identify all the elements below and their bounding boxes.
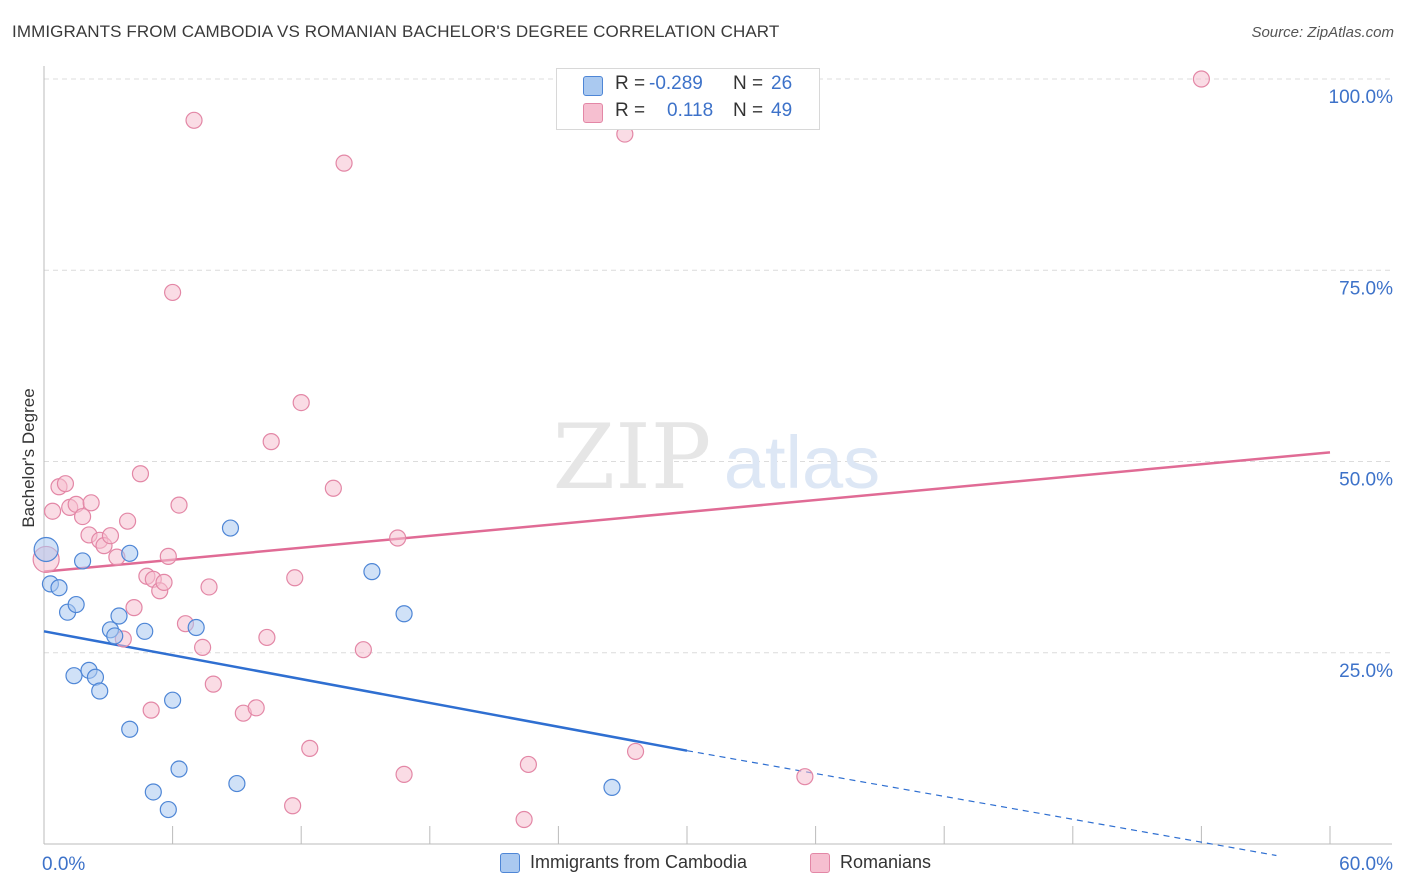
romanians-point <box>170 496 188 514</box>
y-tick-label: 50.0% <box>1339 470 1393 491</box>
x-tick-label: 0.0% <box>42 854 85 875</box>
chart-title: IMMIGRANTS FROM CAMBODIA VS ROMANIAN BAC… <box>12 22 780 41</box>
cambodia-point <box>395 605 413 623</box>
cambodia-point <box>33 536 59 563</box>
cambodia-trend-extension <box>686 750 1277 857</box>
cambodia-point <box>221 519 240 537</box>
romanians-point <box>185 111 203 129</box>
grid-lines <box>44 78 1392 654</box>
trend-lines <box>43 451 1331 857</box>
romanians-point <box>204 675 222 693</box>
romanians-point <box>626 742 645 761</box>
romanians-point <box>159 547 177 565</box>
romanians-point <box>796 768 814 786</box>
cambodia-point <box>91 682 109 700</box>
cambodia-point <box>136 622 154 640</box>
cambodia-point <box>144 783 162 801</box>
y-tick-label: 100.0% <box>1329 87 1394 108</box>
romanians-point <box>82 494 100 512</box>
romanians-point <box>1192 70 1211 88</box>
legend-swatch-romanians <box>810 852 830 873</box>
cambodia-point <box>106 627 124 645</box>
n-label: N = <box>733 73 764 94</box>
legend-label-romanians: Romanians <box>840 852 932 872</box>
x-tick-label: 60.0% <box>1339 854 1393 875</box>
legend-label-cambodia: Immigrants from Cambodia <box>530 852 748 872</box>
axes <box>43 66 1392 845</box>
cambodia-point <box>121 544 139 562</box>
cambodia-point <box>73 552 92 570</box>
romanians-point <box>324 479 342 497</box>
romanians-point <box>301 739 319 757</box>
romanians-points <box>32 70 1211 829</box>
romanians-point <box>194 638 212 656</box>
romanians-point <box>200 578 218 596</box>
cambodia-point <box>187 618 205 637</box>
r-label: R = <box>615 73 646 94</box>
cambodia-point <box>164 691 182 709</box>
romanians-point <box>247 699 265 717</box>
watermark: ZIP atlas <box>553 405 880 510</box>
cambodia-point <box>170 760 188 778</box>
cambodia-point <box>65 667 83 685</box>
romanians-point <box>262 433 280 451</box>
cambodia-point <box>228 774 246 793</box>
cambodia-point <box>159 800 177 819</box>
y-tick-label: 25.0% <box>1339 661 1393 682</box>
cambodia-point <box>363 563 381 581</box>
romanians-point <box>142 701 160 719</box>
romanians-point <box>515 810 533 829</box>
cambodia-swatch <box>583 76 603 96</box>
y-axis-label: Bachelor's Degree <box>19 388 38 527</box>
cambodia-point <box>121 720 139 738</box>
romanians-point <box>395 765 413 783</box>
romanians-point <box>155 573 173 591</box>
cambodia-point <box>67 595 85 614</box>
romanians-point <box>519 755 537 774</box>
bottom-legend: Immigrants from Cambodia Romanians <box>0 852 1406 878</box>
cambodia-trend-line <box>43 630 688 752</box>
legend-swatch-cambodia <box>500 852 520 873</box>
n-label: N = <box>733 100 764 121</box>
romanians-point <box>292 393 310 412</box>
romanians-trend-line <box>43 451 1331 573</box>
romanians-point <box>284 797 302 815</box>
romanians-n-value: 49 <box>771 100 793 121</box>
stats-row-romanians: R = 0.118 N = 49 <box>557 100 819 126</box>
legend-item-cambodia[interactable]: Immigrants from Cambodia <box>500 852 747 873</box>
romanians-point <box>73 507 92 526</box>
legend-item-romanians[interactable]: Romanians <box>810 852 931 873</box>
romanians-point <box>125 599 143 617</box>
r-label: R = <box>615 100 646 121</box>
cambodia-n-value: 26 <box>771 73 793 94</box>
tick-labels: 25.0% 50.0% 75.0% 100.0% 0.0% 60.0% <box>42 87 1393 875</box>
romanians-point <box>131 465 150 483</box>
romanians-swatch <box>583 103 603 123</box>
cambodia-point <box>110 607 128 625</box>
romanians-point <box>389 529 407 547</box>
romanians-point <box>56 475 75 493</box>
correlation-stats-box: R = -0.289 N = 26 R = 0.118 N = 49 <box>556 68 820 130</box>
romanians-point <box>258 628 276 647</box>
romanians-r-value: 0.118 <box>667 100 714 121</box>
romanians-point <box>354 641 372 659</box>
cambodia-points <box>33 519 621 819</box>
stats-row-cambodia: R = -0.289 N = 26 <box>557 73 819 99</box>
cambodia-point <box>50 579 68 597</box>
romanians-point <box>43 502 62 520</box>
y-tick-label: 75.0% <box>1339 278 1393 299</box>
romanians-point <box>164 283 182 302</box>
romanians-point <box>286 569 304 587</box>
romanians-point <box>118 512 137 530</box>
watermark-atlas: atlas <box>724 421 880 504</box>
cambodia-point <box>603 778 621 796</box>
romanians-point <box>335 154 353 172</box>
cambodia-r-value: -0.289 <box>649 73 703 94</box>
watermark-zip: ZIP <box>553 405 712 510</box>
romanians-point <box>101 527 120 545</box>
source-credit: Source: ZipAtlas.com <box>1251 24 1394 41</box>
